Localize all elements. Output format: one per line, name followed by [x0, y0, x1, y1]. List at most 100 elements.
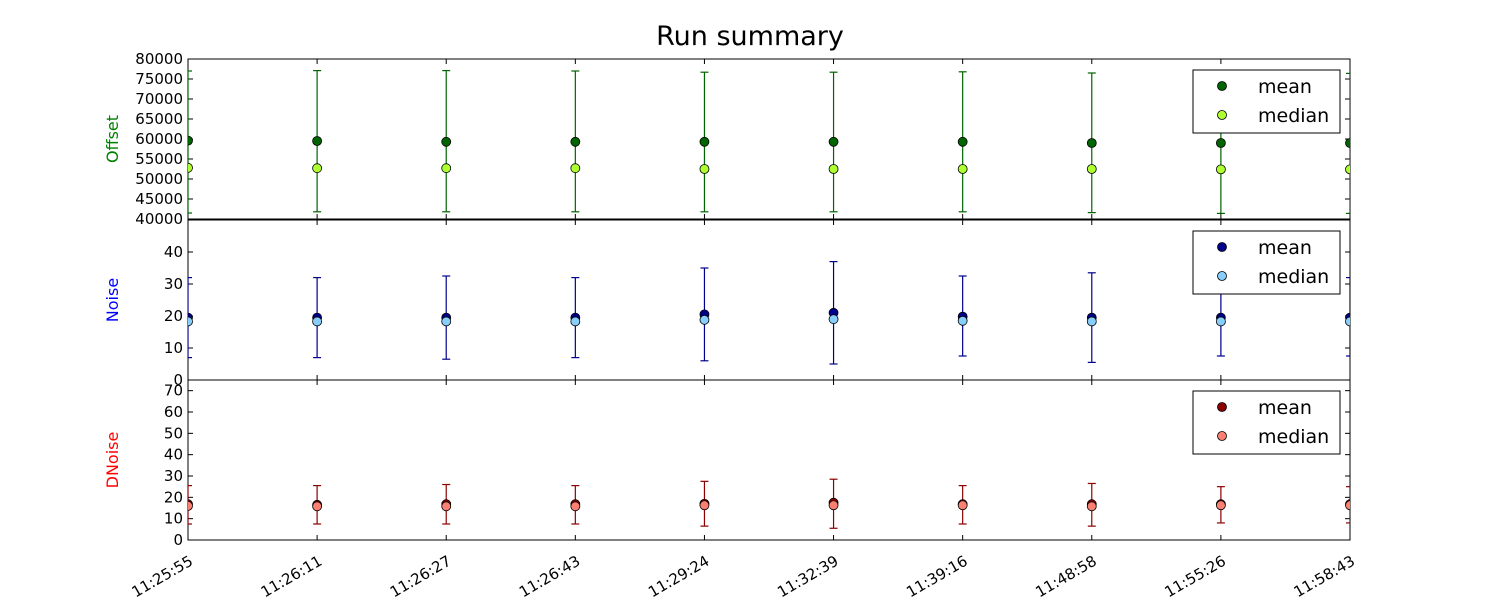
noise-legend-label-median: median	[1258, 266, 1329, 288]
offset-mean-point	[699, 136, 710, 147]
dnoise-plot-area	[188, 478, 1350, 529]
dnoise-median-point	[828, 500, 839, 511]
offset-legend-marker-mean	[1217, 81, 1227, 91]
offset-ytick-label: 60000	[135, 130, 183, 148]
noise-ytick-label: 40	[164, 243, 183, 261]
noise-axes-frame	[187, 219, 1351, 381]
dnoise-legend-marker-median	[1217, 431, 1227, 441]
offset-median-point	[1086, 164, 1097, 174]
offset-median-point	[441, 163, 452, 174]
offset-ytick-label: 70000	[135, 90, 183, 108]
noise-ytick-label: 10	[164, 339, 183, 357]
noise-median-point	[188, 316, 193, 327]
offset-mean-point	[312, 136, 323, 146]
dnoise-legend-box	[1192, 390, 1341, 455]
noise-legend-label-mean: mean	[1258, 237, 1312, 259]
noise-legend: mean median	[1192, 230, 1341, 295]
dnoise-ylabel: DNoise	[103, 432, 122, 489]
dnoise-ytick-label: 40	[164, 446, 183, 464]
offset-mean-point	[957, 136, 968, 147]
offset-panel: 40000 45000 50000 55000 60000 65000 70000 75000…	[103, 50, 1351, 228]
noise-median-point	[699, 314, 710, 325]
noise-plot-area	[188, 261, 1350, 365]
offset-mean-point	[570, 136, 581, 147]
offset-median-point	[699, 164, 710, 174]
offset-median-point	[957, 164, 968, 174]
offset-mean-point	[828, 136, 839, 147]
offset-mean-point	[1086, 138, 1097, 148]
dnoise-median-point	[441, 501, 452, 512]
offset-ytick-label: 55000	[135, 150, 183, 168]
xtick-label: 11:29:24	[645, 552, 712, 600]
offset-ytick-label: 40000	[135, 210, 183, 228]
panels: 40000 45000 50000 55000 60000 65000 70000 75000…	[103, 50, 1358, 600]
dnoise-median-point	[1086, 501, 1097, 512]
xtick-label: 11:32:39	[774, 552, 841, 600]
noise-ytick-label: 20	[164, 307, 183, 325]
dnoise-ytick-label: 50	[164, 424, 183, 442]
noise-median-point	[570, 316, 581, 327]
offset-median-point	[312, 163, 323, 174]
dnoise-median-point	[1215, 500, 1226, 511]
offset-legend-label-median: median	[1258, 105, 1329, 127]
noise-ytick-label: 30	[164, 275, 183, 293]
dnoise-ytick-label: 60	[164, 403, 183, 421]
dnoise-median-point	[1345, 500, 1350, 511]
offset-mean-point	[1345, 138, 1350, 148]
dnoise-ytick-label: 0	[173, 531, 183, 549]
dnoise-ytick-label: 10	[164, 510, 183, 528]
figure-title: Run summary	[656, 21, 844, 52]
xtick-label: 11:26:43	[516, 552, 583, 600]
offset-ytick-label: 65000	[135, 110, 183, 128]
noise-legend-marker-median	[1217, 271, 1227, 281]
offset-axes-frame	[187, 58, 1351, 220]
offset-ytick-label: 50000	[135, 170, 183, 188]
noise-median-point	[1086, 316, 1097, 327]
noise-median-point	[1215, 316, 1226, 327]
noise-ytick-label: 0	[173, 371, 183, 389]
noise-median-point	[828, 314, 839, 325]
dnoise-median-point	[570, 501, 581, 512]
noise-panel: 0 10 20 30 40 Noise mean median	[103, 219, 1351, 389]
dnoise-ytick-label: 70	[164, 382, 183, 400]
dnoise-median-point	[312, 501, 323, 512]
offset-mean-point	[188, 135, 193, 146]
offset-ytick-label: 80000	[135, 50, 183, 68]
offset-ytick-label: 75000	[135, 70, 183, 88]
noise-median-point	[441, 316, 452, 327]
dnoise-panel: 0 10 20 30 40 50 60 70 DNoise mean median 11:25:55 1…	[103, 379, 1358, 600]
dnoise-legend-marker-mean	[1217, 402, 1227, 412]
xtick-label: 11:58:43	[1291, 552, 1358, 600]
xtick-label: 11:25:55	[129, 552, 196, 600]
dnoise-ytick-label: 20	[164, 488, 183, 506]
noise-legend-marker-mean	[1217, 242, 1227, 252]
offset-median-point	[1215, 164, 1226, 175]
dnoise-legend-label-mean: mean	[1258, 397, 1312, 419]
xtick-label: 11:26:27	[387, 552, 454, 600]
offset-ylabel: Offset	[103, 115, 122, 163]
dnoise-legend-label-median: median	[1258, 426, 1329, 448]
xtick-label: 11:39:16	[903, 552, 970, 600]
dnoise-axes-frame	[187, 379, 1351, 541]
noise-ylabel: Noise	[103, 278, 122, 322]
dnoise-median-point	[699, 500, 710, 511]
offset-ytick-label: 45000	[135, 190, 183, 208]
offset-legend-label-mean: mean	[1258, 76, 1312, 98]
offset-plot-area	[188, 69, 1350, 214]
dnoise-ytick-label: 30	[164, 467, 183, 485]
offset-mean-point	[1215, 138, 1226, 148]
noise-median-point	[312, 316, 323, 327]
xtick-label: 11:26:11	[258, 552, 325, 600]
dnoise-median-point	[188, 500, 193, 511]
offset-mean-point	[441, 136, 452, 147]
offset-legend-marker-median	[1217, 110, 1227, 120]
dnoise-legend: mean median	[1192, 390, 1341, 455]
dnoise-median-point	[957, 500, 968, 511]
offset-legend: mean median	[1192, 69, 1341, 134]
noise-median-point	[1345, 316, 1350, 327]
offset-median-point	[1345, 164, 1350, 175]
xtick-label: 11:55:26	[1162, 552, 1229, 600]
offset-median-point	[188, 162, 193, 173]
offset-median-point	[570, 163, 581, 174]
